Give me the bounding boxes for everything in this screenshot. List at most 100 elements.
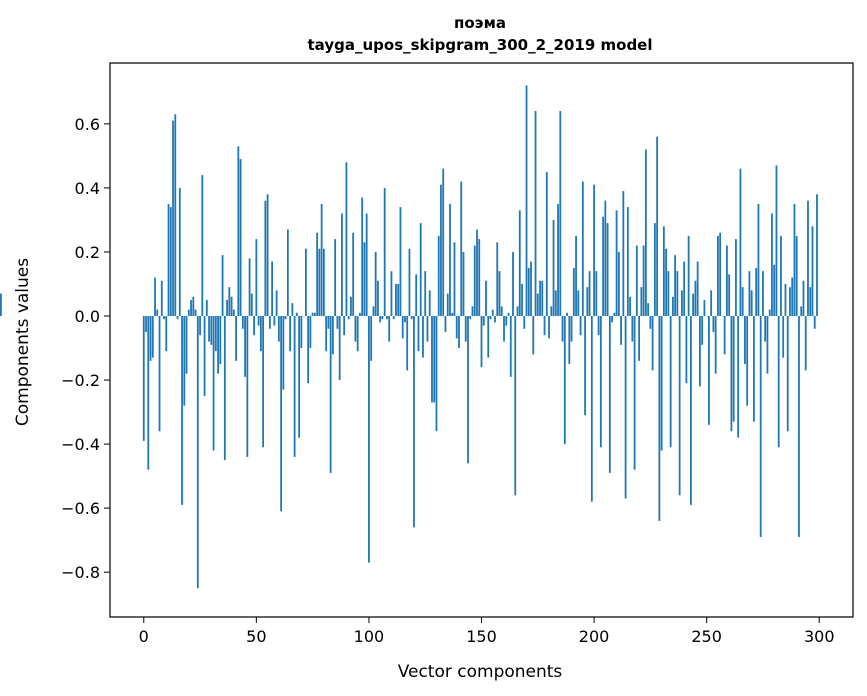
bar (611, 315, 613, 323)
bar (723, 315, 726, 355)
bar (730, 315, 733, 432)
bar (604, 200, 607, 316)
bar (699, 315, 701, 387)
bar (789, 287, 791, 316)
bar (667, 271, 670, 316)
bar (246, 315, 249, 457)
bar (478, 239, 481, 316)
bar (228, 287, 231, 316)
bar (786, 315, 789, 432)
bar (714, 315, 717, 374)
bar (575, 235, 577, 316)
bar (678, 315, 681, 496)
bar (762, 271, 764, 316)
bar (300, 315, 303, 348)
bar (476, 229, 478, 316)
bar (410, 315, 413, 320)
bar (194, 309, 197, 316)
bar (160, 280, 163, 316)
bar (816, 194, 818, 316)
bar (415, 274, 418, 316)
bar (784, 283, 787, 316)
bar (527, 267, 530, 316)
bar (552, 219, 555, 316)
x-tick-label: 300 (804, 627, 835, 646)
bar (701, 315, 704, 345)
bar (464, 315, 467, 342)
bar (710, 290, 713, 316)
bar (241, 315, 244, 329)
bar (491, 309, 494, 316)
bar (638, 315, 641, 361)
y-tick-label: −0.8 (61, 563, 100, 582)
bar (248, 258, 251, 316)
bar (757, 203, 760, 316)
y-tick-label: −0.2 (61, 371, 100, 390)
bar (536, 293, 539, 316)
bar (408, 248, 411, 316)
bar (257, 315, 260, 326)
bar (313, 312, 316, 316)
bar (584, 315, 586, 416)
bar (158, 315, 161, 432)
y-tick-label: −0.6 (61, 499, 100, 518)
bar (286, 229, 289, 316)
bar (644, 149, 647, 316)
bar (163, 315, 165, 320)
bar (262, 315, 264, 448)
bar (746, 315, 749, 406)
bar (307, 315, 310, 384)
bar (541, 280, 544, 316)
bar (205, 299, 208, 316)
bar (424, 271, 427, 316)
bar (435, 315, 438, 432)
bar (368, 315, 370, 563)
bar (633, 315, 636, 470)
bar (572, 267, 575, 316)
bar (487, 315, 490, 358)
bar (480, 315, 483, 368)
bar (753, 315, 755, 422)
bar (428, 290, 431, 316)
x-tick-label: 250 (691, 627, 722, 646)
bar (309, 315, 312, 348)
bar (798, 315, 800, 537)
bar (268, 315, 271, 329)
bar (608, 315, 611, 473)
bar (467, 315, 469, 464)
bar (433, 315, 436, 403)
bar (453, 242, 456, 316)
bar (390, 271, 393, 316)
bar (374, 251, 377, 316)
bar (782, 315, 785, 358)
bar (338, 315, 341, 381)
bar (523, 315, 526, 329)
bar (687, 235, 690, 316)
bar (181, 315, 183, 505)
bar (232, 309, 235, 316)
bar (449, 203, 451, 316)
bar (377, 280, 379, 316)
bar (726, 245, 728, 316)
x-tick-label: 50 (246, 627, 266, 646)
bar (413, 315, 415, 528)
bar (431, 315, 433, 403)
bar (266, 194, 269, 316)
bar (264, 200, 267, 316)
bar (588, 271, 591, 316)
bar (680, 290, 683, 316)
bar (196, 315, 199, 589)
bar (615, 210, 618, 316)
bar (277, 315, 280, 342)
bar (692, 293, 695, 316)
bar (793, 203, 796, 316)
bar (440, 184, 442, 316)
bar (525, 85, 528, 316)
bar (620, 315, 622, 345)
bar (748, 271, 751, 316)
bar (356, 315, 359, 352)
bar (239, 159, 242, 316)
bar (597, 315, 600, 336)
bar (172, 120, 174, 316)
bar (208, 315, 210, 342)
